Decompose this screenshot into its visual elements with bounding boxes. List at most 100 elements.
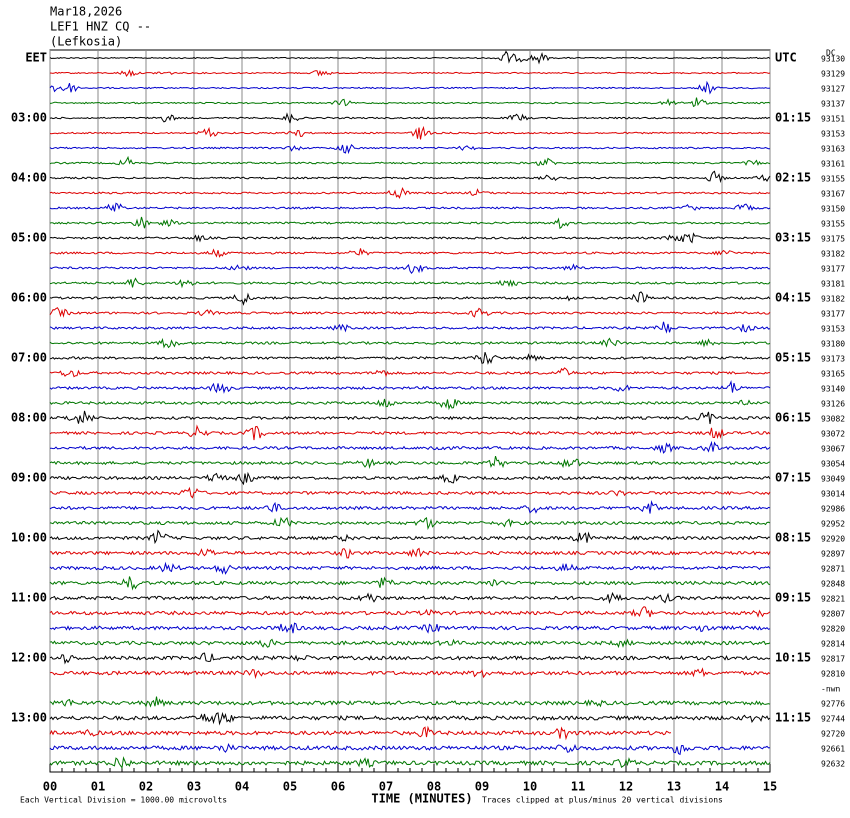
dc-label: 93072 xyxy=(821,430,845,439)
trace xyxy=(49,337,771,349)
trace xyxy=(49,711,771,726)
x-tick-label: 13 xyxy=(667,780,681,794)
dc-label: 92952 xyxy=(821,520,845,529)
utc-label: 05:15 xyxy=(775,351,811,365)
dc-label: 93155 xyxy=(821,220,845,229)
dc-heading: DC xyxy=(826,49,836,58)
dc-label: 93182 xyxy=(821,295,845,304)
eet-label: 06:00 xyxy=(11,291,47,305)
x-tick-label: 12 xyxy=(619,780,633,794)
trace xyxy=(49,667,771,680)
dc-label: 93130 xyxy=(821,55,845,64)
trace xyxy=(49,307,771,318)
x-tick-label: 11 xyxy=(571,780,585,794)
date: Mar18,2026 xyxy=(50,5,122,19)
dc-label: 92821 xyxy=(821,595,845,604)
dc-label: 93163 xyxy=(821,145,845,154)
trace xyxy=(49,216,771,230)
trace xyxy=(49,529,771,545)
dc-label: 93014 xyxy=(821,490,845,499)
dc-label: 93049 xyxy=(821,475,845,484)
dc-label: 92848 xyxy=(821,580,845,589)
eet-label: 10:00 xyxy=(11,531,47,545)
plot-frame xyxy=(49,49,771,773)
trace xyxy=(49,638,771,649)
dc-label: 93054 xyxy=(821,460,845,469)
x-tick-label: 09 xyxy=(475,780,489,794)
trace xyxy=(49,606,771,618)
utc-label: 01:15 xyxy=(775,111,811,125)
trace xyxy=(49,622,771,634)
utc-label: 09:15 xyxy=(775,591,811,605)
dc-label: 93151 xyxy=(821,115,845,124)
trace xyxy=(49,170,771,184)
x-tick-label: 01 xyxy=(91,780,105,794)
trace xyxy=(49,486,771,499)
utc-label: 07:15 xyxy=(775,471,811,485)
utc-label: 08:15 xyxy=(775,531,811,545)
trace xyxy=(49,155,771,166)
trace xyxy=(49,455,771,470)
dc-label: 93129 xyxy=(821,70,845,79)
dc-label: 93167 xyxy=(821,190,845,199)
eet-label: 04:00 xyxy=(11,171,47,185)
eet-label: 11:00 xyxy=(11,591,47,605)
trace xyxy=(49,696,771,708)
trace xyxy=(49,352,771,365)
x-tick-label: 15 xyxy=(763,780,777,794)
utc-label: 02:15 xyxy=(775,171,811,185)
x-tick-label: 08 xyxy=(427,780,441,794)
trace xyxy=(49,321,771,334)
dc-label: 93181 xyxy=(821,280,845,289)
eet-label: 05:00 xyxy=(11,231,47,245)
dc-label: 92661 xyxy=(821,745,845,754)
clip-note: Traces clipped at plus/minus 20 vertical… xyxy=(482,796,723,805)
trace xyxy=(49,742,771,756)
trace xyxy=(49,80,771,95)
trace xyxy=(49,756,771,769)
dc-label: 93177 xyxy=(821,265,845,274)
dc-label: 93140 xyxy=(821,385,845,394)
dc-label: 92986 xyxy=(821,505,845,514)
dc-label: 93155 xyxy=(821,175,845,184)
dc-label: 92871 xyxy=(821,565,845,574)
location: (Lefkosia) xyxy=(50,35,122,49)
dc-label: 93161 xyxy=(821,160,845,169)
utc-label: 06:15 xyxy=(775,411,811,425)
trace xyxy=(49,410,771,425)
eet-label: 12:00 xyxy=(11,651,47,665)
dc-label: 93175 xyxy=(821,235,845,244)
trace xyxy=(49,547,771,559)
dc-label: 93182 xyxy=(821,250,845,259)
utc-label: 11:15 xyxy=(775,711,811,725)
trace xyxy=(49,277,771,289)
trace xyxy=(49,471,771,486)
dc-label: 92814 xyxy=(821,640,845,649)
trace xyxy=(49,398,771,411)
trace xyxy=(49,424,771,441)
dc-label: 92744 xyxy=(821,715,845,724)
eet-label: 07:00 xyxy=(11,351,47,365)
trace xyxy=(49,202,771,212)
utc-label: 04:15 xyxy=(775,291,811,305)
dc-label: 92632 xyxy=(821,760,845,769)
x-tick-label: 02 xyxy=(139,780,153,794)
trace xyxy=(49,516,771,531)
dc-label: 92897 xyxy=(821,550,845,559)
x-tick-label: 10 xyxy=(523,780,537,794)
x-tick-label: 05 xyxy=(283,780,297,794)
x-tick-label: 04 xyxy=(235,780,249,794)
trace xyxy=(49,143,770,155)
dc-label: 93126 xyxy=(821,400,845,409)
trace xyxy=(49,725,672,741)
x-tick-label: 07 xyxy=(379,780,393,794)
scale-note: Each Vertical Division = 1000.00 microvo… xyxy=(20,796,227,805)
trace xyxy=(49,561,771,575)
trace xyxy=(49,367,770,378)
trace xyxy=(49,499,771,514)
trace xyxy=(49,112,771,124)
dc-label: 93067 xyxy=(821,445,845,454)
dc-label: 93173 xyxy=(821,355,845,364)
dc-label: 92920 xyxy=(821,535,845,544)
